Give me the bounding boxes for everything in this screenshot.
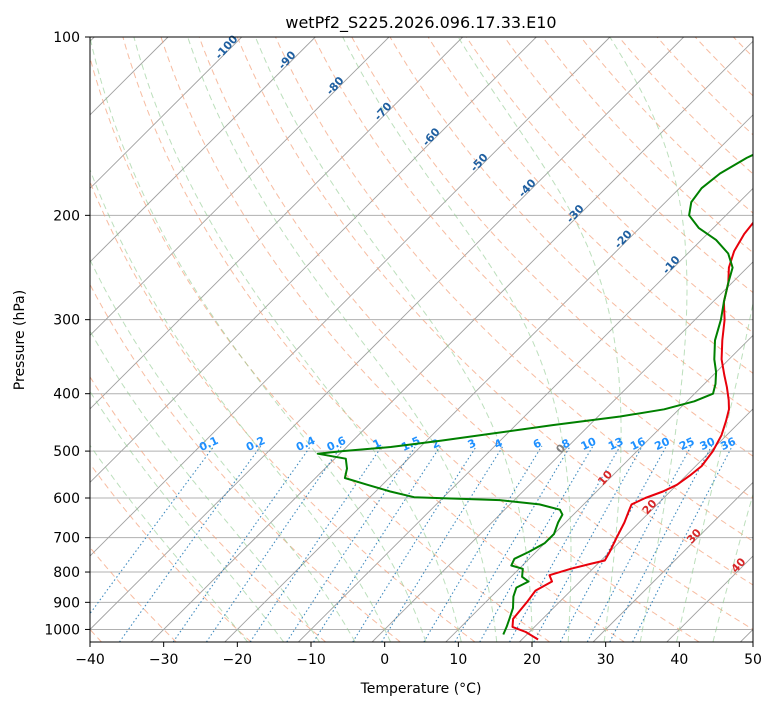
- mixing-ratio-label: 36: [718, 435, 738, 453]
- background-lines: [90, 37, 753, 642]
- x-tick-label: −20: [223, 652, 253, 668]
- x-tick-label: −10: [296, 652, 326, 668]
- isotherm-line: [90, 37, 611, 557]
- chart-title: wetPf2_S225.2026.096.17.33.E10: [285, 13, 556, 33]
- dry-adiabat-line: [236, 37, 753, 586]
- mixing-ratio-line: [249, 445, 383, 642]
- moist-adiabat-line: [609, 37, 688, 642]
- dry-adiabat-line: [122, 37, 625, 642]
- x-axis-label: Temperature (°C): [360, 681, 482, 697]
- moist-adiabat-line: [90, 37, 427, 642]
- mixing-ratio-line: [352, 445, 478, 642]
- mixing-ratio-line: [423, 445, 543, 642]
- y-tick-label: 700: [53, 531, 80, 547]
- y-tick-label: 900: [53, 595, 80, 611]
- mixing-ratio-line: [454, 445, 571, 642]
- isotherm-line: [90, 37, 685, 631]
- dry-adiabat-line: [198, 37, 753, 630]
- isotherm-line: [224, 114, 753, 642]
- isotherm-line: [90, 37, 390, 337]
- mixing-ratio-line: [609, 445, 713, 642]
- dry-adiabat-line: [313, 37, 753, 499]
- mixing-ratio-line: [632, 445, 733, 642]
- isotherm-line: [90, 37, 316, 263]
- dry-adiabat-line: [90, 462, 252, 642]
- isotherm-line: [371, 261, 753, 642]
- x-tick-label: 30: [597, 652, 615, 668]
- mixing-ratio-line: [381, 445, 504, 642]
- plot-frame: [89, 36, 754, 643]
- mixing-ratio-line: [533, 445, 643, 642]
- dry-adiabat-line: [90, 375, 326, 642]
- mixing-ratio-label: 13: [606, 435, 625, 453]
- mixing-ratio-line: [205, 445, 343, 642]
- x-axis-ticks: −40 −30 −20 −10 0 10 20 30 40 50: [75, 642, 762, 668]
- isotherm-line: [90, 37, 537, 484]
- isotherm-line: [90, 37, 243, 190]
- dry-adiabat-line: [160, 37, 700, 642]
- mixing-ratio-label: 10: [579, 435, 599, 453]
- dewpoint-profile-line: [316, 153, 753, 635]
- y-axis-ticks: 1000 900 800 700 600 500 400 300 200 100: [44, 30, 90, 638]
- mixing-ratio-line: [172, 445, 312, 642]
- moist-adiabat-line: [187, 37, 498, 642]
- y-tick-label: 100: [53, 30, 80, 46]
- moist-adiabat-line: [712, 492, 753, 642]
- isotherm-line: [519, 408, 753, 642]
- moist-adiabat-line: [90, 258, 356, 642]
- profile-lines: [316, 153, 753, 641]
- moist-adiabat-line: [676, 300, 753, 642]
- x-tick-label: 0: [380, 652, 389, 668]
- x-tick-label: −30: [149, 652, 179, 668]
- moist-adiabat-line: [90, 444, 248, 642]
- mixing-ratio-line: [119, 445, 262, 642]
- y-tick-label: 800: [53, 565, 80, 581]
- temperature-profile-line: [511, 221, 753, 641]
- y-tick-label: 300: [53, 313, 80, 329]
- moist-adiabat-line: [342, 37, 572, 642]
- mixing-ratio-label: 25: [677, 435, 696, 453]
- x-tick-label: 10: [449, 652, 467, 668]
- moist-adiabat-line: [90, 329, 320, 642]
- mixing-ratio-line: [313, 445, 441, 642]
- y-tick-label: 600: [53, 491, 80, 507]
- dry-adiabat-line: [503, 37, 753, 294]
- isotherm-line: [592, 481, 753, 642]
- y-tick-label: 400: [53, 387, 80, 403]
- y-tick-label: 1000: [44, 622, 80, 638]
- isotherm-line: [90, 37, 464, 410]
- mixing-ratio-label: 16: [628, 435, 648, 453]
- mixing-ratio-line: [509, 445, 621, 642]
- x-tick-label: −40: [75, 652, 105, 668]
- mixing-ratio-label: 30: [698, 435, 718, 453]
- x-tick-label: 50: [744, 652, 762, 668]
- x-tick-label: 40: [670, 652, 688, 668]
- x-tick-label: 20: [523, 652, 541, 668]
- moist-adiabat-line: [254, 37, 533, 642]
- moist-adiabat-line: [133, 37, 462, 642]
- mixing-ratio-label: 20: [653, 435, 673, 453]
- moist-adiabat-line: [90, 390, 285, 642]
- dry-adiabat-line: [90, 55, 550, 642]
- y-tick-label: 200: [53, 208, 80, 224]
- y-axis-label: Pressure (hPa): [12, 290, 28, 390]
- isotherm-line: [150, 40, 753, 642]
- y-tick-label: 500: [53, 444, 80, 460]
- moist-adiabat-line: [90, 168, 391, 642]
